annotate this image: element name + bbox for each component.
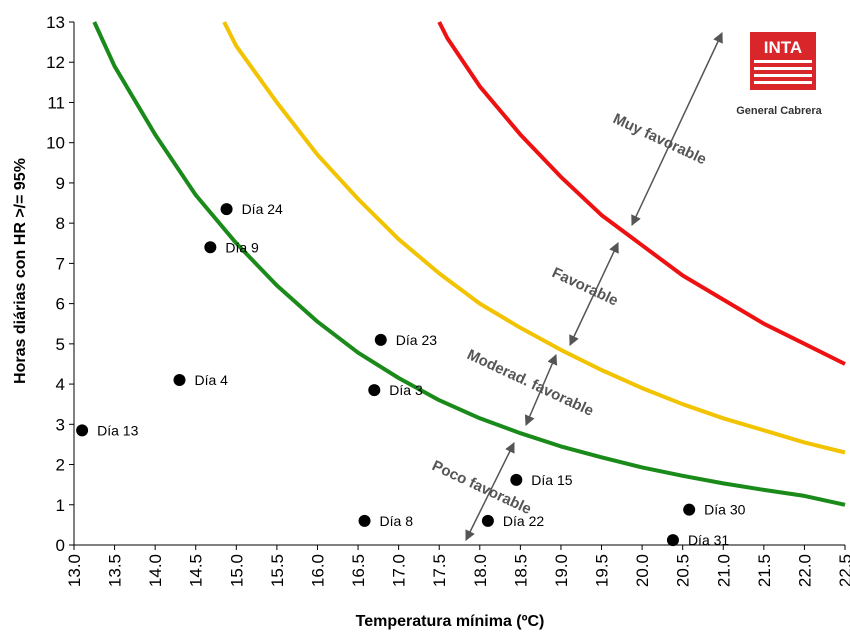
data-point [358,514,371,527]
zone-labels: Muy favorable Favorable Moderad. favorab… [429,110,709,518]
risk-curve-3 [437,21,846,366]
data-point-label: Día 23 [396,332,437,348]
data-point [683,503,696,516]
x-tick-label: 13.5 [106,554,125,587]
data-point [76,424,89,437]
logo-stripe-3 [754,74,812,77]
data-point-label: Día 13 [97,422,138,438]
logo-band [752,34,814,54]
x-tick-label: 19.0 [552,554,571,587]
arrow-poco-favorable [465,442,515,541]
y-tick-label: 7 [56,254,65,273]
data-point-label: Día 9 [225,239,259,255]
x-tick-label: 19.5 [593,554,612,587]
logo-stripe-4 [754,81,812,84]
data-point [510,473,523,486]
x-tick-label: 17.0 [390,554,409,587]
x-tick-label: 21.0 [714,554,733,587]
logo-stripe-2 [754,67,812,70]
y-tick-label: 1 [56,496,65,515]
data-point [204,241,217,254]
y-axis-title: Horas diárias con HR >/= 95% [12,158,29,384]
x-tick-label: 20.0 [633,554,652,587]
zone-label-muy-favorable: Muy favorable [610,110,709,168]
y-tick-label: 10 [46,134,65,153]
data-point [220,203,233,216]
data-point-label: Día 22 [503,513,544,529]
risk-curve-2 [222,21,846,455]
zone-label-favorable: Favorable [549,264,620,309]
arrow-favorable [569,242,619,346]
logo-stripe-1 [754,60,812,63]
data-point [666,534,679,547]
x-tick-label: 17.5 [430,554,449,587]
x-tick-label: 18.0 [471,554,490,587]
data-point-label: Día 24 [242,201,283,217]
y-tick-label: 13 [46,13,65,32]
y-tick-label: 12 [46,53,65,72]
y-tick-label: 5 [56,335,65,354]
logo-subtitle: General Cabrera [736,105,822,117]
x-tick-label: 21.5 [755,554,774,587]
risk-curves [92,21,846,507]
x-tick-label: 15.5 [268,554,287,587]
y-tick-label: 0 [56,536,65,555]
x-tick-label: 13.0 [65,554,84,587]
zone-arrows [465,32,723,541]
data-point [374,333,387,346]
data-point-label: Día 3 [389,382,423,398]
arrow-moderad-favorable [524,354,558,426]
data-point-label: Día 4 [195,372,229,388]
x-tick-label: 22.5 [836,554,850,587]
data-point [173,374,186,387]
data-point-label: Día 30 [704,502,745,518]
y-tick-label: 2 [56,456,65,475]
data-point-label: Día 8 [380,513,414,529]
x-tick-label: 14.0 [146,554,165,587]
logo-text: INTA [764,38,802,57]
data-point [481,514,494,527]
y-tick-label: 11 [47,93,65,112]
x-tick-label: 22.0 [795,554,814,587]
x-axis-title: Temperatura mínima (ºC) [356,613,545,630]
x-tick-label: 16.5 [349,554,368,587]
x-tick-label: 20.5 [674,554,693,587]
x-tick-label: 18.5 [511,554,530,587]
data-points: Día 24 Día 9 Día 23 Día 4 Día 3 Día 13 Día 15 D… [76,201,746,548]
data-point-label: Día 31 [688,532,729,548]
x-tick-label: 16.0 [308,554,327,587]
y-tick-label: 3 [56,415,65,434]
x-tick-label: 14.5 [187,554,206,587]
data-point [368,384,381,397]
inta-logo: INTA General Cabrera [736,32,823,117]
y-tick-label: 6 [56,295,65,314]
arrow-muy-favorable [631,32,723,226]
y-tick-label: 4 [56,375,65,394]
x-tick-label: 15.0 [227,554,246,587]
y-tick-label: 8 [56,214,65,233]
y-tick-label: 9 [56,174,65,193]
data-point-label: Día 15 [531,472,572,488]
risk-curve-1 [92,21,846,507]
